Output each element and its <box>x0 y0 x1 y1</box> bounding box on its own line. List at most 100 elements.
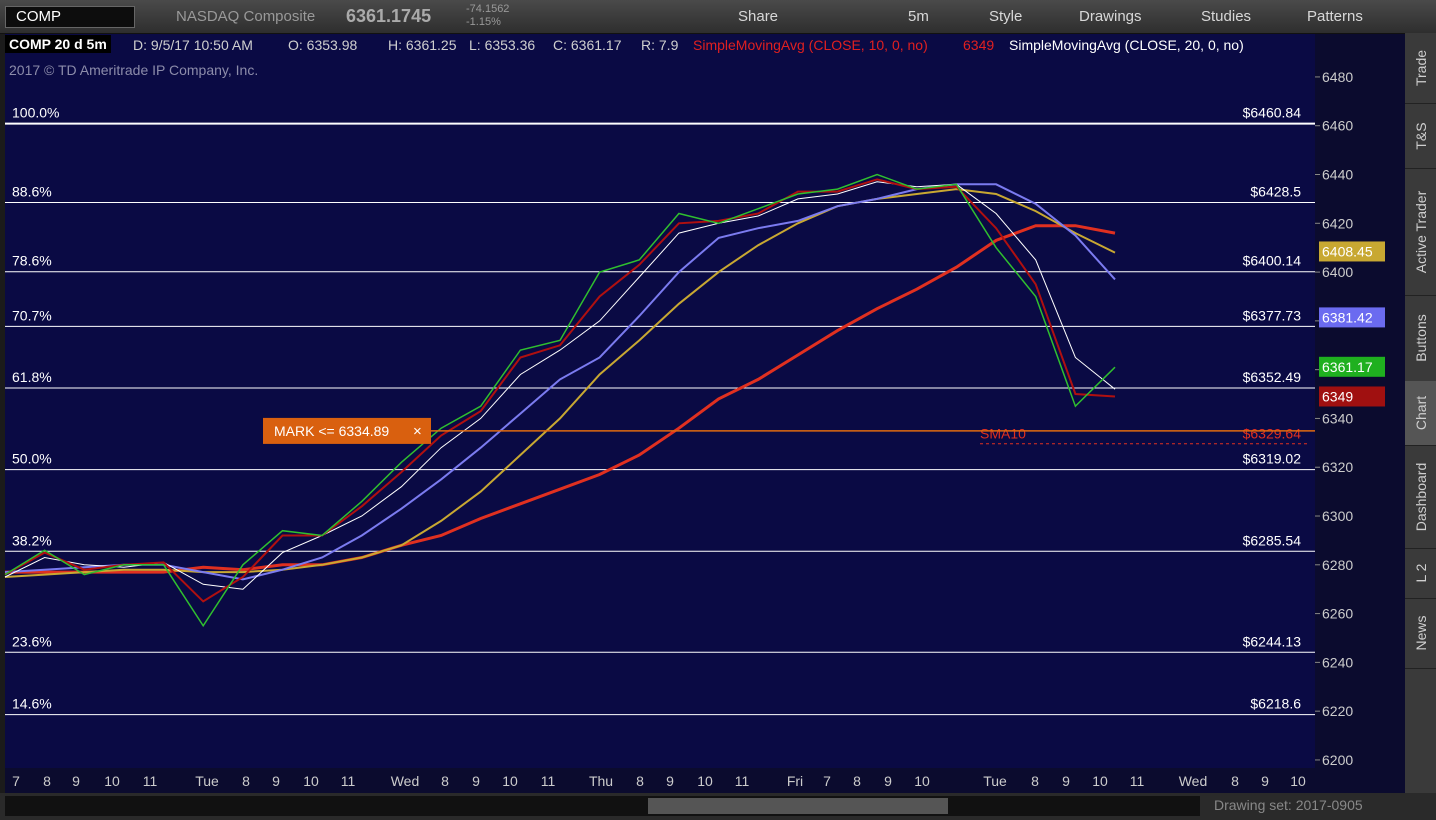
studies-button[interactable]: Studies <box>1201 8 1252 25</box>
x-tick-label: 11 <box>541 773 556 789</box>
tab-label[interactable]: Active Trader <box>1412 190 1429 273</box>
x-tick-label: 8 <box>242 773 250 789</box>
y-tick-label: 6200 <box>1322 752 1353 768</box>
price-tag-label: 6361.17 <box>1322 359 1373 375</box>
fib-percent: 61.8% <box>12 369 52 385</box>
sidebar-tab[interactable]: Dashboard <box>1405 445 1436 549</box>
sma10-price: $6329.64 <box>1243 426 1302 442</box>
series-line <box>4 188 1116 578</box>
tab-label[interactable]: Dashboard <box>1412 462 1429 531</box>
style-button[interactable]: Style <box>989 8 1023 25</box>
tab-label[interactable]: Trade <box>1412 49 1429 87</box>
symbol-box[interactable] <box>5 6 135 28</box>
fib-price: $6460.84 <box>1243 105 1302 121</box>
fib-percent: 88.6% <box>12 184 52 200</box>
low: L: 6353.36 <box>469 37 536 53</box>
tab-label[interactable]: News <box>1412 615 1429 651</box>
price-tag-label: 6381.42 <box>1322 309 1373 325</box>
sidebar-tab[interactable]: Chart <box>1405 381 1436 446</box>
x-tick-label: 8 <box>43 773 51 789</box>
price-tag <box>1319 356 1385 377</box>
y-tick-label: 6400 <box>1322 264 1353 280</box>
x-tick-label: Tue <box>195 773 219 789</box>
mark-box <box>263 417 431 444</box>
x-tick-label: 8 <box>1231 773 1239 789</box>
sidebar-tab[interactable]: Active Trader <box>1405 168 1436 296</box>
sidebar-tab[interactable]: L 2 <box>1405 548 1436 599</box>
sidebar-tab[interactable]: Trade <box>1405 33 1436 104</box>
x-tick-label: 9 <box>1261 773 1269 789</box>
mark-label: MARK <= 6334.89 <box>274 423 389 439</box>
sma10-name: SMA10 <box>980 426 1026 442</box>
price-tag <box>1319 386 1385 407</box>
tab-label[interactable]: Chart <box>1412 395 1429 431</box>
study1: SimpleMovingAvg (CLOSE, 10, 0, no) <box>693 37 928 53</box>
interval-button[interactable]: 5m <box>908 8 929 25</box>
y-tick-label: 6420 <box>1322 215 1353 231</box>
x-tick-label: 9 <box>1062 773 1070 789</box>
symbol-name: NASDAQ Composite <box>176 8 316 25</box>
y-tick-label: 6440 <box>1322 167 1353 183</box>
change-pct: -1.15% <box>466 16 501 28</box>
chart-id: COMP 20 d 5m <box>5 35 111 53</box>
fib-percent: 100.0% <box>12 105 59 121</box>
close: C: 6361.17 <box>553 37 622 53</box>
change: -74.1562 <box>466 3 510 15</box>
x-tick-label: 9 <box>666 773 674 789</box>
x-axis-background <box>5 768 1405 793</box>
open: O: 6353.98 <box>288 37 358 53</box>
x-tick-label: 9 <box>472 773 480 789</box>
x-tick-label: 8 <box>1031 773 1039 789</box>
fib-percent: 78.6% <box>12 253 52 269</box>
x-tick-label: Tue <box>983 773 1007 789</box>
toolbar: COMP NASDAQ Composite 6361.1745 -74.1562… <box>0 0 1436 34</box>
high: H: 6361.25 <box>388 37 457 53</box>
y-tick-label: 6240 <box>1322 654 1353 670</box>
chart-header: COMP 20 d 5m D: 9/5/17 10:50 AM O: 6353.… <box>5 34 1315 56</box>
x-tick-label: 10 <box>502 773 518 789</box>
fib-percent: 23.6% <box>12 633 52 649</box>
sidebar-tab[interactable]: News <box>1405 598 1436 669</box>
y-tick-label: 6260 <box>1322 606 1353 622</box>
tab-label[interactable]: L 2 <box>1412 563 1429 583</box>
share-button[interactable]: Share <box>738 8 779 25</box>
x-tick-label: 7 <box>823 773 831 789</box>
drawings-button[interactable]: Drawings <box>1079 8 1142 25</box>
series-line <box>4 181 1116 590</box>
tab-label[interactable]: Buttons <box>1412 314 1429 362</box>
study2: SimpleMovingAvg (CLOSE, 20, 0, no) <box>1009 37 1244 53</box>
x-tick-label: 10 <box>914 773 930 789</box>
price-tag <box>1319 307 1385 328</box>
sidebar-tab[interactable]: T&S <box>1405 103 1436 169</box>
y-tick-label: 6280 <box>1322 557 1353 573</box>
y-tick-label: 6300 <box>1322 508 1353 524</box>
scroll-thumb[interactable] <box>648 798 948 814</box>
copyright: 2017 © TD Ameritrade IP Company, Inc. <box>9 62 258 78</box>
x-tick-label: 9 <box>72 773 80 789</box>
sidebar-tab[interactable]: Buttons <box>1405 295 1436 382</box>
x-tick-label: Wed <box>1179 773 1208 789</box>
x-tick-label: 8 <box>441 773 449 789</box>
x-tick-label: 11 <box>735 773 750 789</box>
price-tag-label: 6349 <box>1322 388 1353 404</box>
y-tick-label: 6480 <box>1322 69 1353 85</box>
tab-label[interactable]: T&S <box>1412 121 1429 150</box>
range: R: 7.9 <box>641 37 679 53</box>
x-tick-label: 11 <box>143 773 158 789</box>
x-tick-label: 10 <box>1290 773 1306 789</box>
x-tick-label: 11 <box>341 773 356 789</box>
x-tick-label: 9 <box>884 773 892 789</box>
symbol[interactable]: COMP <box>16 8 61 25</box>
x-tick-label: Thu <box>589 773 613 789</box>
x-tick-label: 10 <box>697 773 713 789</box>
patterns-button[interactable]: Patterns <box>1307 8 1363 25</box>
fib-price: $6352.49 <box>1243 369 1302 385</box>
x-tick-label: 9 <box>272 773 280 789</box>
series-line <box>4 178 1116 603</box>
scrollbar[interactable] <box>5 796 1200 816</box>
study1-value: 6349 <box>963 37 995 53</box>
chart: 2017 © TD Ameritrade IP Company, Inc. 62… <box>4 34 1405 793</box>
price-tag <box>1319 241 1385 262</box>
drawing-set[interactable]: Drawing set: 2017-0905 <box>1214 797 1363 813</box>
